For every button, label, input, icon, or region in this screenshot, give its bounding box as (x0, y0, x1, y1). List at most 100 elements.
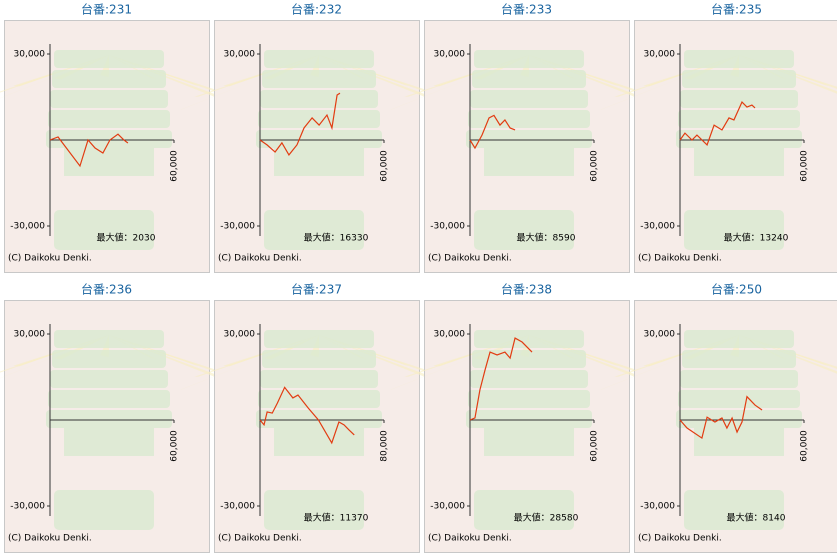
ray (600, 55, 739, 110)
y-tick-label: 30,000 (434, 50, 466, 60)
data-line (469, 114, 516, 150)
ray (194, 335, 319, 377)
x-tick-label: 80,000 (380, 430, 390, 462)
ray (109, 335, 247, 390)
decor-box (256, 130, 382, 148)
decor-box (48, 110, 170, 128)
ray (390, 55, 529, 110)
ray (109, 335, 199, 367)
max-value: 最大値：13240 (724, 232, 789, 244)
decor-box (260, 370, 378, 388)
ray (614, 335, 739, 377)
decor-box (470, 370, 588, 388)
decor-box (682, 70, 796, 88)
x-tick-label: 60,000 (590, 150, 600, 182)
y-tick-label: -30,000 (430, 222, 465, 232)
decor-tray (684, 210, 784, 250)
decor-box (484, 428, 574, 456)
decor-box (264, 50, 374, 68)
decor-box (694, 428, 784, 456)
decor-box (262, 70, 376, 88)
data-line (259, 92, 341, 156)
y-tick-label: 30,000 (14, 330, 46, 340)
decor-box (474, 50, 584, 68)
decor-box (682, 350, 796, 368)
x-tick-label: 60,000 (800, 150, 810, 182)
y-tick-label: 30,000 (14, 50, 46, 60)
y-tick-label: -30,000 (10, 502, 45, 512)
data-line (679, 395, 763, 440)
decor-tray (474, 490, 574, 530)
x-tick-label: 60,000 (380, 150, 390, 182)
decor-box (472, 350, 586, 368)
decor-box (52, 70, 166, 88)
decor-box (48, 390, 170, 408)
ray (319, 335, 409, 367)
decor-tray (264, 490, 364, 530)
max-value: 最大値：16330 (304, 232, 369, 244)
ray (614, 55, 739, 97)
ray (319, 55, 457, 110)
chart-title: 台番:250 (711, 282, 762, 297)
ray (529, 55, 667, 110)
copyright: (C) Daikoku Denki. (428, 254, 512, 264)
ray (109, 55, 247, 110)
data-line (679, 101, 756, 146)
decor-box (260, 90, 378, 108)
y-tick-label: 30,000 (434, 330, 466, 340)
data-line (49, 133, 129, 168)
decor-tray (54, 490, 154, 530)
decor-box (50, 370, 168, 388)
y-tick-label: 30,000 (644, 50, 676, 60)
x-tick-label: 60,000 (800, 430, 810, 462)
ray (390, 335, 529, 390)
ray (319, 335, 440, 377)
y-tick-label: -30,000 (220, 502, 255, 512)
copyright: (C) Daikoku Denki. (8, 254, 92, 264)
max-value: 最大値：28580 (514, 512, 579, 524)
decor-box (46, 130, 172, 148)
decor-box (676, 410, 802, 428)
y-tick-label: -30,000 (640, 222, 675, 232)
decor-box (258, 110, 380, 128)
ray (739, 335, 829, 367)
ray (109, 335, 230, 377)
decor-box (274, 428, 364, 456)
max-value: 最大値：11370 (304, 512, 369, 524)
chart-title: 台番:236 (81, 282, 132, 297)
max-value: 最大値：8590 (517, 232, 576, 244)
decor-box (694, 148, 784, 176)
decor-box (680, 90, 798, 108)
copyright: (C) Daikoku Denki. (638, 534, 722, 544)
decor-box (274, 148, 364, 176)
decor-box (468, 390, 590, 408)
decor-tray (54, 210, 154, 250)
ray (529, 335, 667, 390)
y-tick-label: 30,000 (644, 330, 676, 340)
y-tick-label: -30,000 (640, 502, 675, 512)
x-tick-label: 60,000 (170, 430, 180, 462)
copyright: (C) Daikoku Denki. (8, 534, 92, 544)
ray (180, 55, 319, 110)
decor-box (64, 148, 154, 176)
decor-tray (684, 490, 784, 530)
decor-box (54, 330, 164, 348)
max-value: 最大値：8140 (727, 512, 786, 524)
x-tick-label: 60,000 (590, 430, 600, 462)
decor-box (484, 148, 574, 176)
decor-box (258, 390, 380, 408)
ray (0, 55, 109, 99)
decor-box (474, 330, 584, 348)
copyright: (C) Daikoku Denki. (218, 254, 302, 264)
chart-title: 台番:237 (291, 282, 342, 297)
ray (404, 335, 529, 377)
decor-box (678, 390, 800, 408)
chart-title: 台番:231 (81, 2, 132, 17)
decor-box (256, 410, 382, 428)
data-line (259, 386, 355, 445)
y-tick-label: -30,000 (10, 222, 45, 232)
data-line (469, 337, 533, 421)
decor-box (64, 428, 154, 456)
decor-box (684, 330, 794, 348)
